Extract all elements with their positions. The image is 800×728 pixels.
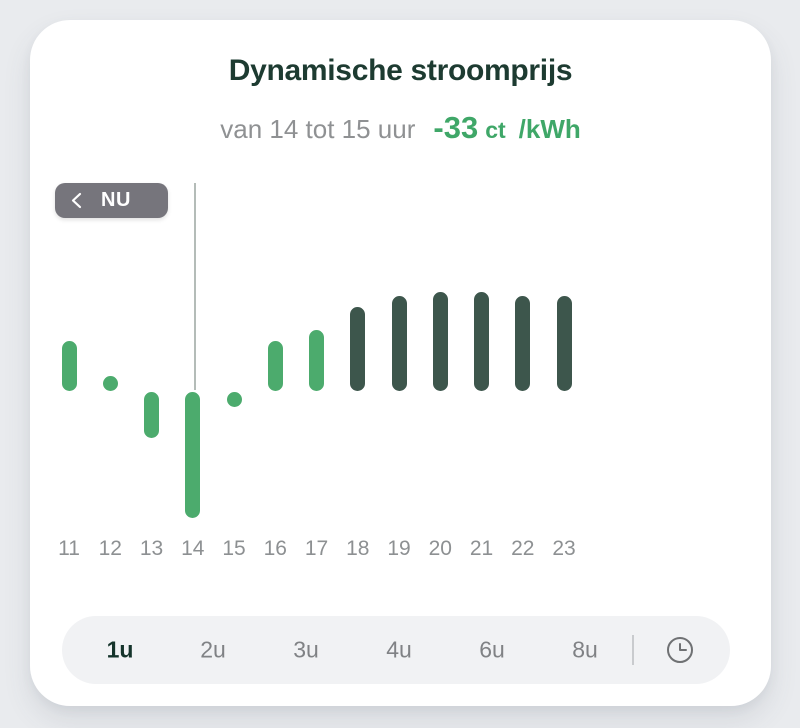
price-suffix: /kWh	[518, 114, 581, 144]
clock-icon	[665, 635, 695, 665]
price-summary: van 14 tot 15 uur -33 ct /kWh	[30, 110, 771, 146]
range-option-2u[interactable]: 2u	[190, 629, 236, 672]
dynamic-price-card: Dynamische stroomprijs van 14 tot 15 uur…	[30, 20, 771, 706]
price-bar-22[interactable]	[515, 295, 531, 391]
x-axis-label-18: 18	[346, 537, 370, 560]
x-axis-label-23: 23	[552, 537, 576, 560]
range-option-3u[interactable]: 3u	[283, 629, 329, 672]
price-bar-13[interactable]	[144, 392, 159, 438]
x-axis-label-12: 12	[98, 537, 122, 560]
range-selector: 1u 2u 3u 4u 6u 8u	[62, 616, 730, 684]
price-bar-15[interactable]	[226, 392, 242, 407]
x-axis-label-13: 13	[139, 537, 164, 560]
x-axis-label-19: 19	[387, 537, 411, 560]
clock-button[interactable]	[659, 629, 701, 671]
range-option-1u[interactable]: 1u	[97, 629, 144, 672]
selector-divider	[632, 635, 634, 665]
price-bar-14[interactable]	[185, 392, 201, 518]
price-bar-21[interactable]	[474, 291, 489, 391]
x-axis-label-11: 11	[58, 537, 80, 560]
now-badge-label: NU	[101, 189, 131, 211]
page-title: Dynamische stroomprijs	[228, 54, 573, 87]
chevron-left-icon	[71, 192, 82, 209]
x-axis-label-20: 20	[428, 537, 452, 560]
now-indicator-line	[194, 183, 196, 390]
price-bar-20[interactable]	[432, 291, 448, 391]
price-bar-11[interactable]	[61, 341, 77, 391]
price-bar-23[interactable]	[556, 295, 572, 391]
range-option-8u[interactable]: 8u	[562, 629, 608, 672]
price-bar-12[interactable]	[102, 376, 118, 391]
price-chart: NU 11 12 13 14 15 16 17 18 19 20 21 22 23	[30, 20, 771, 706]
x-axis-label-16: 16	[263, 537, 287, 560]
x-axis-label-15: 15	[222, 537, 246, 560]
price-bar-16[interactable]	[267, 341, 283, 391]
x-axis-label-21: 21	[469, 537, 494, 560]
x-axis-label-22: 22	[511, 537, 535, 560]
price-bar-18[interactable]	[350, 307, 366, 391]
now-badge-button[interactable]: NU	[55, 183, 168, 218]
period-label: van 14 tot 15 uur	[220, 114, 416, 144]
range-option-4u[interactable]: 4u	[376, 629, 422, 672]
price-value: -33	[433, 110, 479, 145]
price-unit: ct	[485, 117, 506, 143]
x-axis-label-14: 14	[181, 537, 205, 560]
x-axis-label-17: 17	[304, 537, 329, 560]
price-bar-19[interactable]	[391, 295, 407, 391]
range-option-6u[interactable]: 6u	[469, 629, 515, 672]
price-bar-17[interactable]	[309, 329, 324, 391]
